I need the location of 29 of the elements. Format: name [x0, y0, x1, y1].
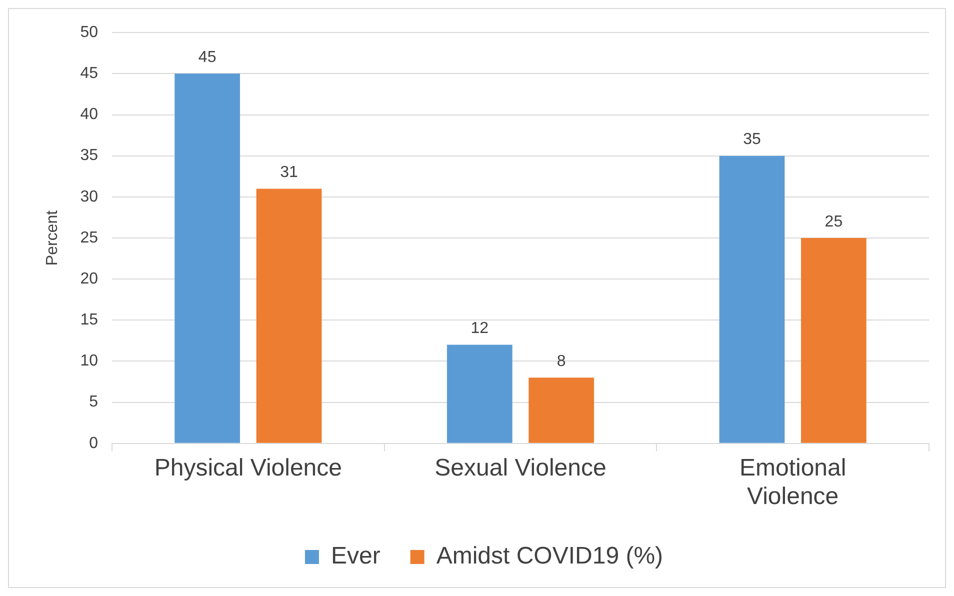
- y-tick-label: 5: [89, 394, 98, 411]
- bar: [256, 188, 322, 443]
- bar: [801, 238, 866, 443]
- x-tick-label: Emotional Violence: [739, 454, 846, 510]
- y-axis-title: Percent: [44, 210, 62, 266]
- data-label: 25: [824, 213, 843, 230]
- y-tick-label: 45: [80, 65, 98, 82]
- y-tick-label: 50: [80, 24, 98, 42]
- bar: [719, 156, 785, 443]
- legend-label: Ever: [330, 542, 380, 570]
- bar: [174, 74, 240, 443]
- data-label: 35: [743, 131, 761, 148]
- legend-label: Amidst COVID19 (%): [436, 542, 664, 570]
- y-tick-label: 15: [80, 312, 98, 329]
- data-label: 12: [470, 320, 489, 338]
- y-tick-label: 0: [89, 434, 98, 452]
- y-tick-label: 35: [80, 147, 98, 164]
- x-tick-label: Physical Violence: [154, 454, 342, 482]
- x-tick-label: Sexual Violence: [434, 454, 606, 482]
- y-tick-label: 25: [80, 229, 98, 246]
- y-tick-label: 40: [80, 106, 98, 124]
- bar: [528, 378, 594, 443]
- data-label: 45: [198, 49, 216, 66]
- y-tick-label: 20: [80, 270, 98, 288]
- y-tick-label: 30: [80, 188, 98, 206]
- bar: [446, 344, 512, 443]
- y-tick-label: 10: [80, 352, 98, 370]
- data-label: 31: [280, 164, 298, 182]
- data-label: 8: [556, 353, 566, 370]
